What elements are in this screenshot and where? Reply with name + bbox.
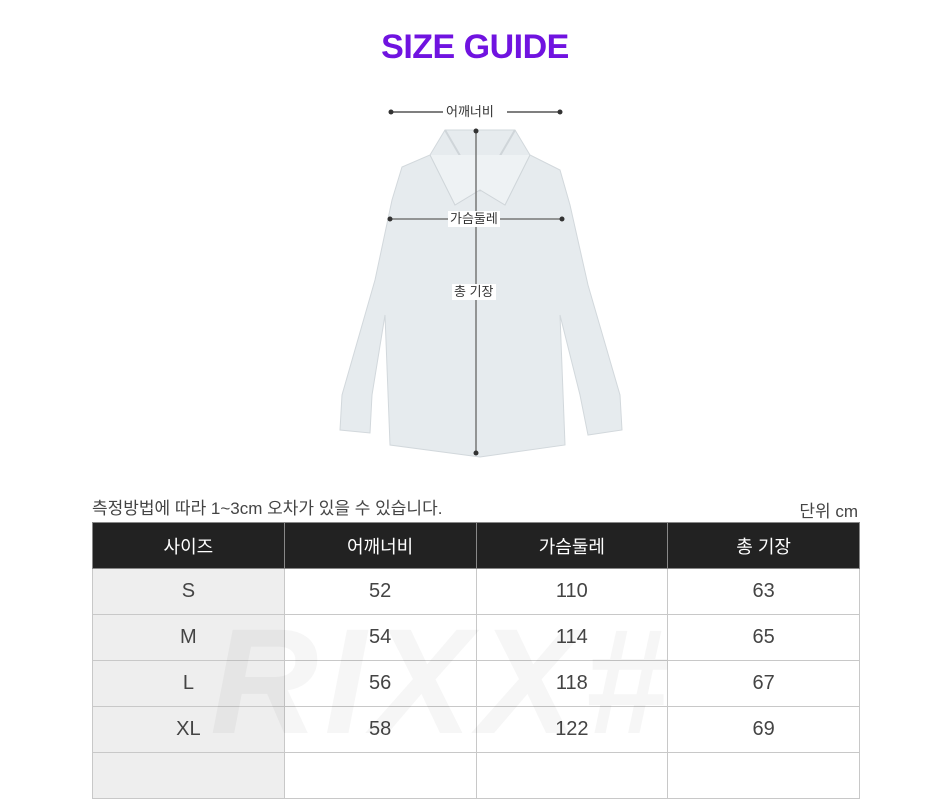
shoulder-cell: 58 bbox=[283, 706, 477, 753]
header-size: 사이즈 bbox=[92, 522, 285, 569]
shoulder-width-label: 어깨너비 bbox=[444, 104, 496, 120]
table-header-row: 사이즈 어깨너비 가슴둘레 총 기장 bbox=[92, 522, 860, 569]
table-row: M 54 114 65 bbox=[92, 614, 860, 661]
header-length: 총 기장 bbox=[667, 522, 860, 569]
length-cell: 63 bbox=[667, 568, 860, 615]
shirt-measurement-figure: 어깨너비 가슴둘레 총 기장 bbox=[330, 95, 630, 465]
size-table: 사이즈 어깨너비 가슴둘레 총 기장 S 52 110 63 M 54 114 … bbox=[92, 522, 860, 799]
header-chest: 가슴둘레 bbox=[475, 522, 669, 569]
table-row bbox=[92, 752, 860, 799]
size-cell: S bbox=[92, 568, 285, 615]
measurement-note: 측정방법에 따라 1~3cm 오차가 있을 수 있습니다. bbox=[92, 499, 443, 518]
shoulder-cell bbox=[283, 752, 477, 799]
total-length-label: 총 기장 bbox=[452, 284, 496, 300]
table-row: XL 58 122 69 bbox=[92, 706, 860, 753]
header-shoulder: 어깨너비 bbox=[283, 522, 477, 569]
shoulder-cell: 54 bbox=[283, 614, 477, 661]
chest-cell: 110 bbox=[475, 568, 669, 615]
shoulder-cell: 52 bbox=[283, 568, 477, 615]
table-row: S 52 110 63 bbox=[92, 568, 860, 615]
chest-cell: 114 bbox=[475, 614, 669, 661]
length-cell bbox=[667, 752, 860, 799]
chest-cell: 122 bbox=[475, 706, 669, 753]
page-title: SIZE GUIDE bbox=[381, 28, 569, 66]
size-cell: XL bbox=[92, 706, 285, 753]
chest-cell bbox=[475, 752, 669, 799]
shirt-image bbox=[339, 109, 623, 458]
size-cell bbox=[92, 752, 285, 799]
table-row: L 56 118 67 bbox=[92, 660, 860, 707]
shoulder-cell: 56 bbox=[283, 660, 477, 707]
chest-cell: 118 bbox=[475, 660, 669, 707]
size-cell: L bbox=[92, 660, 285, 707]
size-cell: M bbox=[92, 614, 285, 661]
length-cell: 69 bbox=[667, 706, 860, 753]
length-cell: 67 bbox=[667, 660, 860, 707]
chest-label: 가슴둘레 bbox=[448, 211, 500, 227]
length-cell: 65 bbox=[667, 614, 860, 661]
unit-label: 단위 cm bbox=[799, 502, 858, 521]
